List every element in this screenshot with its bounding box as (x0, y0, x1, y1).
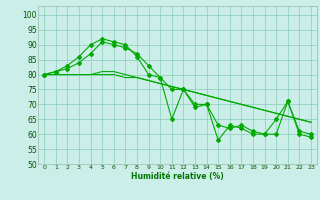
X-axis label: Humidité relative (%): Humidité relative (%) (131, 172, 224, 181)
